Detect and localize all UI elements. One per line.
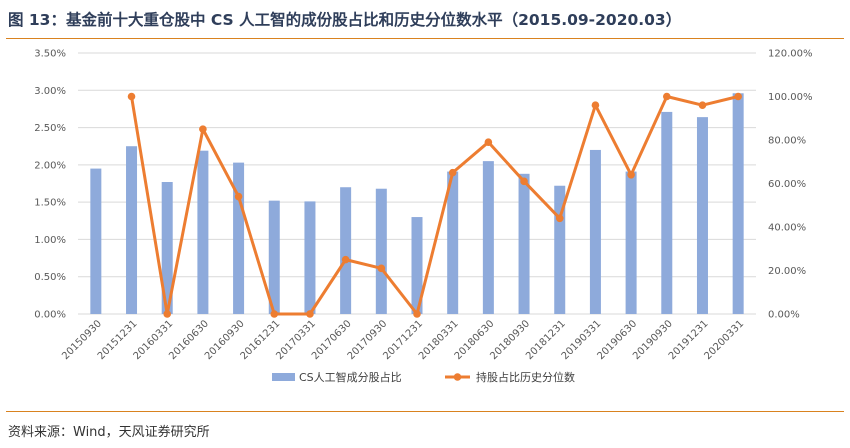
bar [625,171,637,314]
right-tick-label: 0.00% [768,310,800,321]
right-tick-label: 60.00% [768,179,806,190]
left-tick-label: 1.50% [34,198,66,209]
left-tick-label: 2.00% [34,160,66,171]
x-axis-ticks: 2015093020151231201603312016063020160930… [60,318,746,362]
bar [233,162,245,314]
line-point [163,310,172,318]
left-tick-label: 1.00% [34,235,66,246]
line-series [127,92,742,318]
line-point [234,192,243,201]
line-point [448,168,457,177]
bar [447,171,459,314]
line-point [413,310,421,318]
line-point [127,92,136,101]
bottom-rule [6,411,844,412]
right-axis-ticks: 0.00% 20.00% 40.00% 60.00% 80.00% 100.00% 120.… [768,49,813,321]
series-line [130,95,739,316]
bar [161,182,173,314]
chart-title: 图 13：基金前十大重仓股中 CS 人工智的成份股占比和历史分位数水平（2015… [8,11,682,29]
line-point [484,138,493,146]
left-tick-label: 0.00% [34,310,66,321]
line-point [591,101,600,109]
left-axis-ticks: 0.00% 0.50% 1.00% 1.50% 2.00% 2.50% 3.00% 3.50% [34,49,66,321]
line-point [734,92,742,101]
line-point [698,101,707,109]
bar [268,200,280,314]
bar [375,188,387,314]
bar [197,150,209,314]
line-point [377,264,386,273]
line-point [627,171,635,179]
right-tick-label: 40.00% [768,223,806,234]
bar [554,185,566,314]
bar [126,146,138,314]
right-tick-label: 120.00% [768,49,813,60]
bar [589,149,601,314]
bar [732,93,744,314]
line-point [306,310,314,318]
line-point [270,310,279,318]
left-tick-label: 0.50% [34,272,66,283]
top-rule [6,38,844,39]
right-tick-label: 20.00% [768,266,806,277]
bar [90,168,102,314]
line-point [199,125,207,133]
left-tick-label: 3.00% [34,86,66,97]
bar [518,173,530,314]
legend-swatch-bar [272,373,295,381]
bar [304,201,316,314]
bar [411,217,423,314]
legend-label-line: 持股占比历史分位数 [476,370,575,384]
legend: CS人工智成分股占比 持股占比历史分位数 [272,370,575,384]
legend-marker [453,373,462,381]
legend-label-bar: CS人工智成分股占比 [299,370,402,384]
bar [482,161,494,314]
line-point [341,255,350,264]
left-tick-label: 3.50% [34,49,66,60]
bar [696,117,708,314]
bar-series [90,93,744,314]
bar [340,187,352,314]
combo-chart: 0.00% 0.50% 1.00% 1.50% 2.00% 2.50% 3.00% 3.50%… [34,49,813,385]
source-note: 资料来源：Wind，天风证券研究所 [8,425,210,440]
right-tick-label: 100.00% [768,92,813,103]
bar [661,111,673,314]
line-point [555,214,564,223]
line-point [520,177,528,186]
right-tick-label: 80.00% [768,136,806,147]
left-tick-label: 2.50% [34,123,66,134]
line-point [662,92,671,101]
